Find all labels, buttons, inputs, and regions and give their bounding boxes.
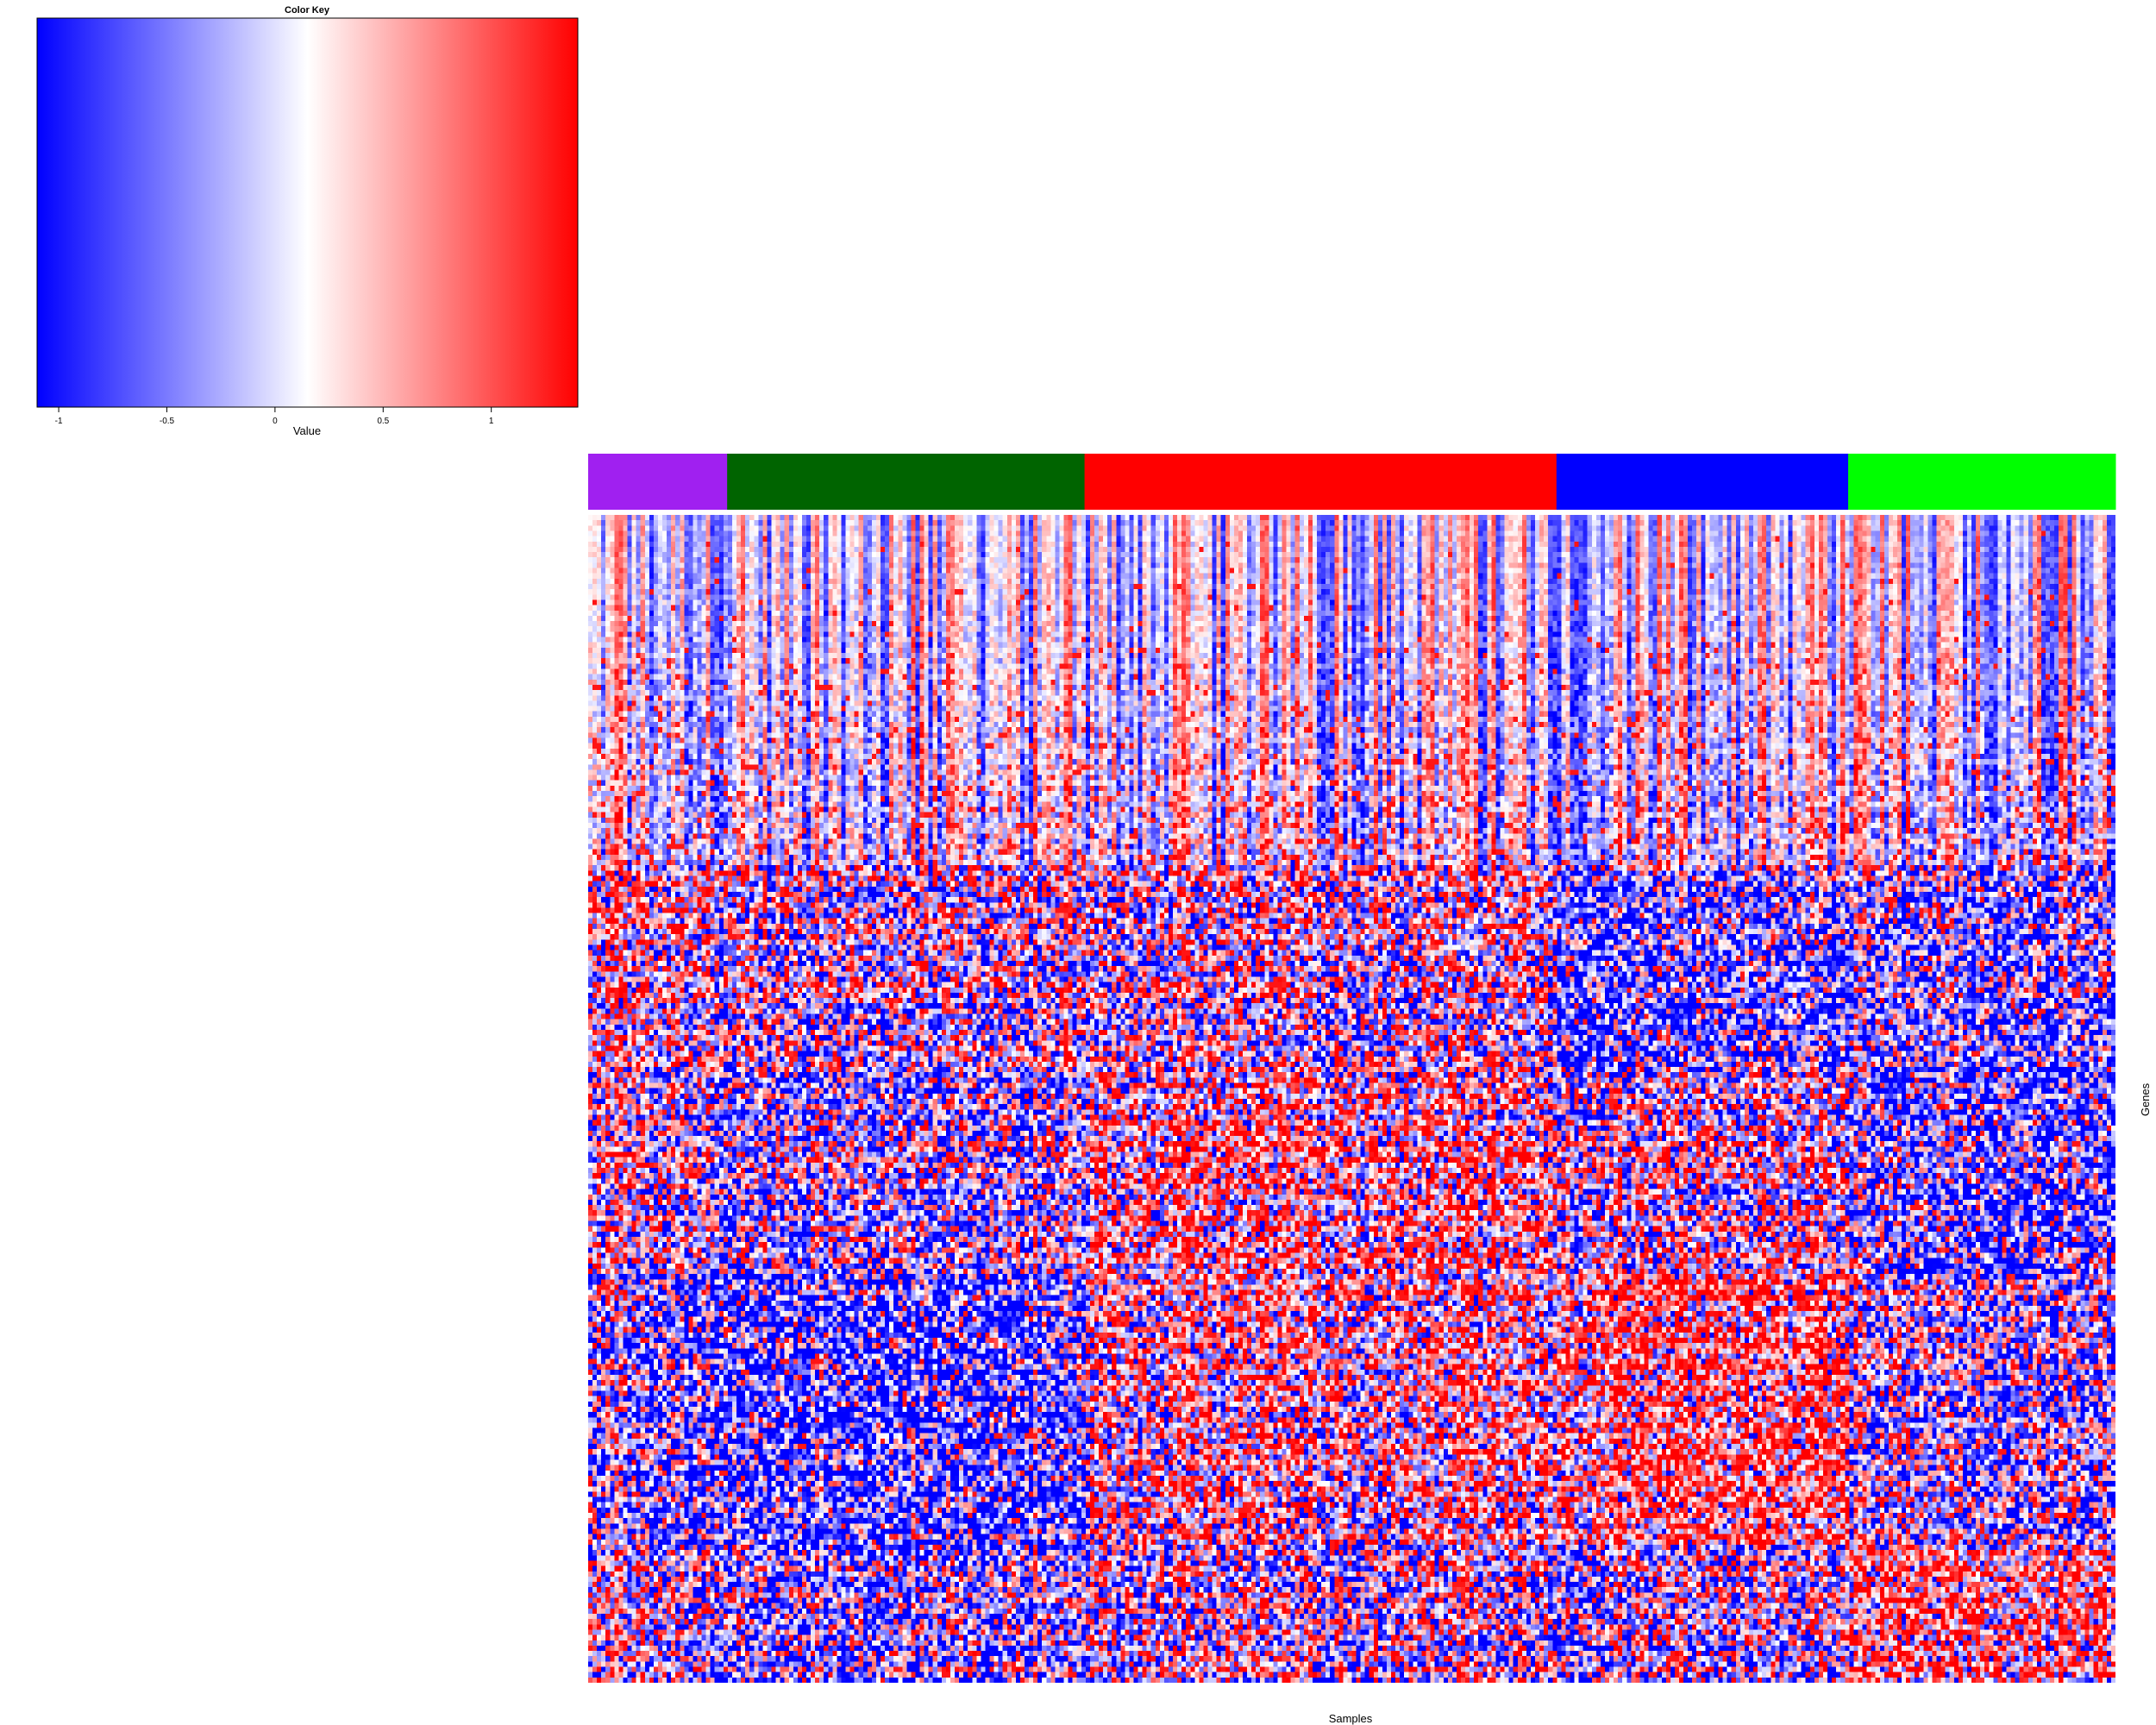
column-group-bar: [588, 454, 728, 510]
column-group-bar: [1556, 454, 1849, 510]
color-key-tick-label: -1: [55, 417, 63, 426]
column-group-bar: [727, 454, 1086, 510]
color-key-tick-label: 0: [273, 417, 278, 426]
color-key-gradient: [37, 18, 578, 407]
heatmap-body: [588, 515, 2115, 1683]
color-key: Color Key -1 -0.5 0 0.5 1 Value: [36, 5, 579, 437]
color-key-title: Color Key: [285, 5, 330, 16]
color-key-tick-label: -0.5: [160, 417, 175, 426]
color-key-tick-label: 1: [489, 417, 494, 426]
color-key-axis: -1 -0.5 0 0.5 1: [55, 407, 494, 426]
column-group-bar: [1848, 454, 2116, 510]
column-side-colors: [588, 454, 2116, 510]
color-key-tick-label: 0.5: [377, 417, 389, 426]
y-axis-label: Genes: [2139, 1082, 2152, 1116]
color-key-frame: [36, 17, 579, 408]
column-group-bar: [1084, 454, 1557, 510]
x-axis-label: Samples: [1329, 1712, 1373, 1725]
color-key-xlabel: Value: [293, 424, 321, 437]
heatmap-cells: [588, 515, 2115, 1683]
